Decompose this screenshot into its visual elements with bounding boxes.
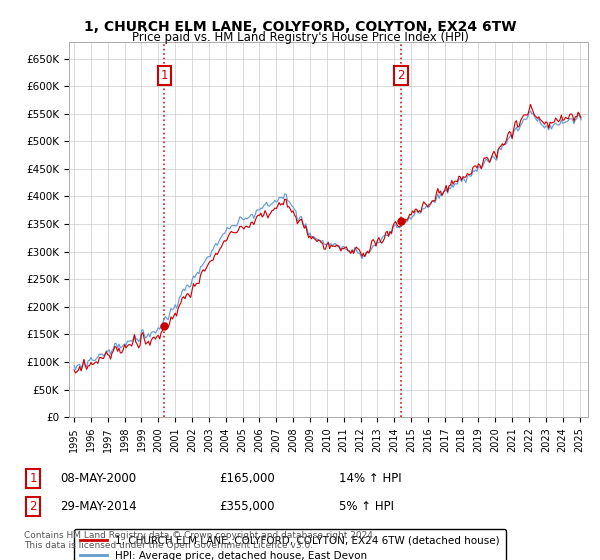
Text: 5% ↑ HPI: 5% ↑ HPI — [339, 500, 394, 514]
Text: 14% ↑ HPI: 14% ↑ HPI — [339, 472, 401, 486]
Text: £165,000: £165,000 — [219, 472, 275, 486]
Text: 1: 1 — [29, 472, 37, 486]
Text: 1, CHURCH ELM LANE, COLYFORD, COLYTON, EX24 6TW: 1, CHURCH ELM LANE, COLYFORD, COLYTON, E… — [84, 20, 516, 34]
Text: 08-MAY-2000: 08-MAY-2000 — [60, 472, 136, 486]
Text: £355,000: £355,000 — [219, 500, 275, 514]
Legend: 1, CHURCH ELM LANE, COLYFORD, COLYTON, EX24 6TW (detached house), HPI: Average p: 1, CHURCH ELM LANE, COLYFORD, COLYTON, E… — [74, 529, 506, 560]
Text: Price paid vs. HM Land Registry's House Price Index (HPI): Price paid vs. HM Land Registry's House … — [131, 31, 469, 44]
Text: 2: 2 — [397, 69, 405, 82]
Text: 2: 2 — [29, 500, 37, 514]
Text: 1: 1 — [161, 69, 168, 82]
Text: Contains HM Land Registry data © Crown copyright and database right 2024.
This d: Contains HM Land Registry data © Crown c… — [24, 530, 376, 550]
Text: 29-MAY-2014: 29-MAY-2014 — [60, 500, 137, 514]
